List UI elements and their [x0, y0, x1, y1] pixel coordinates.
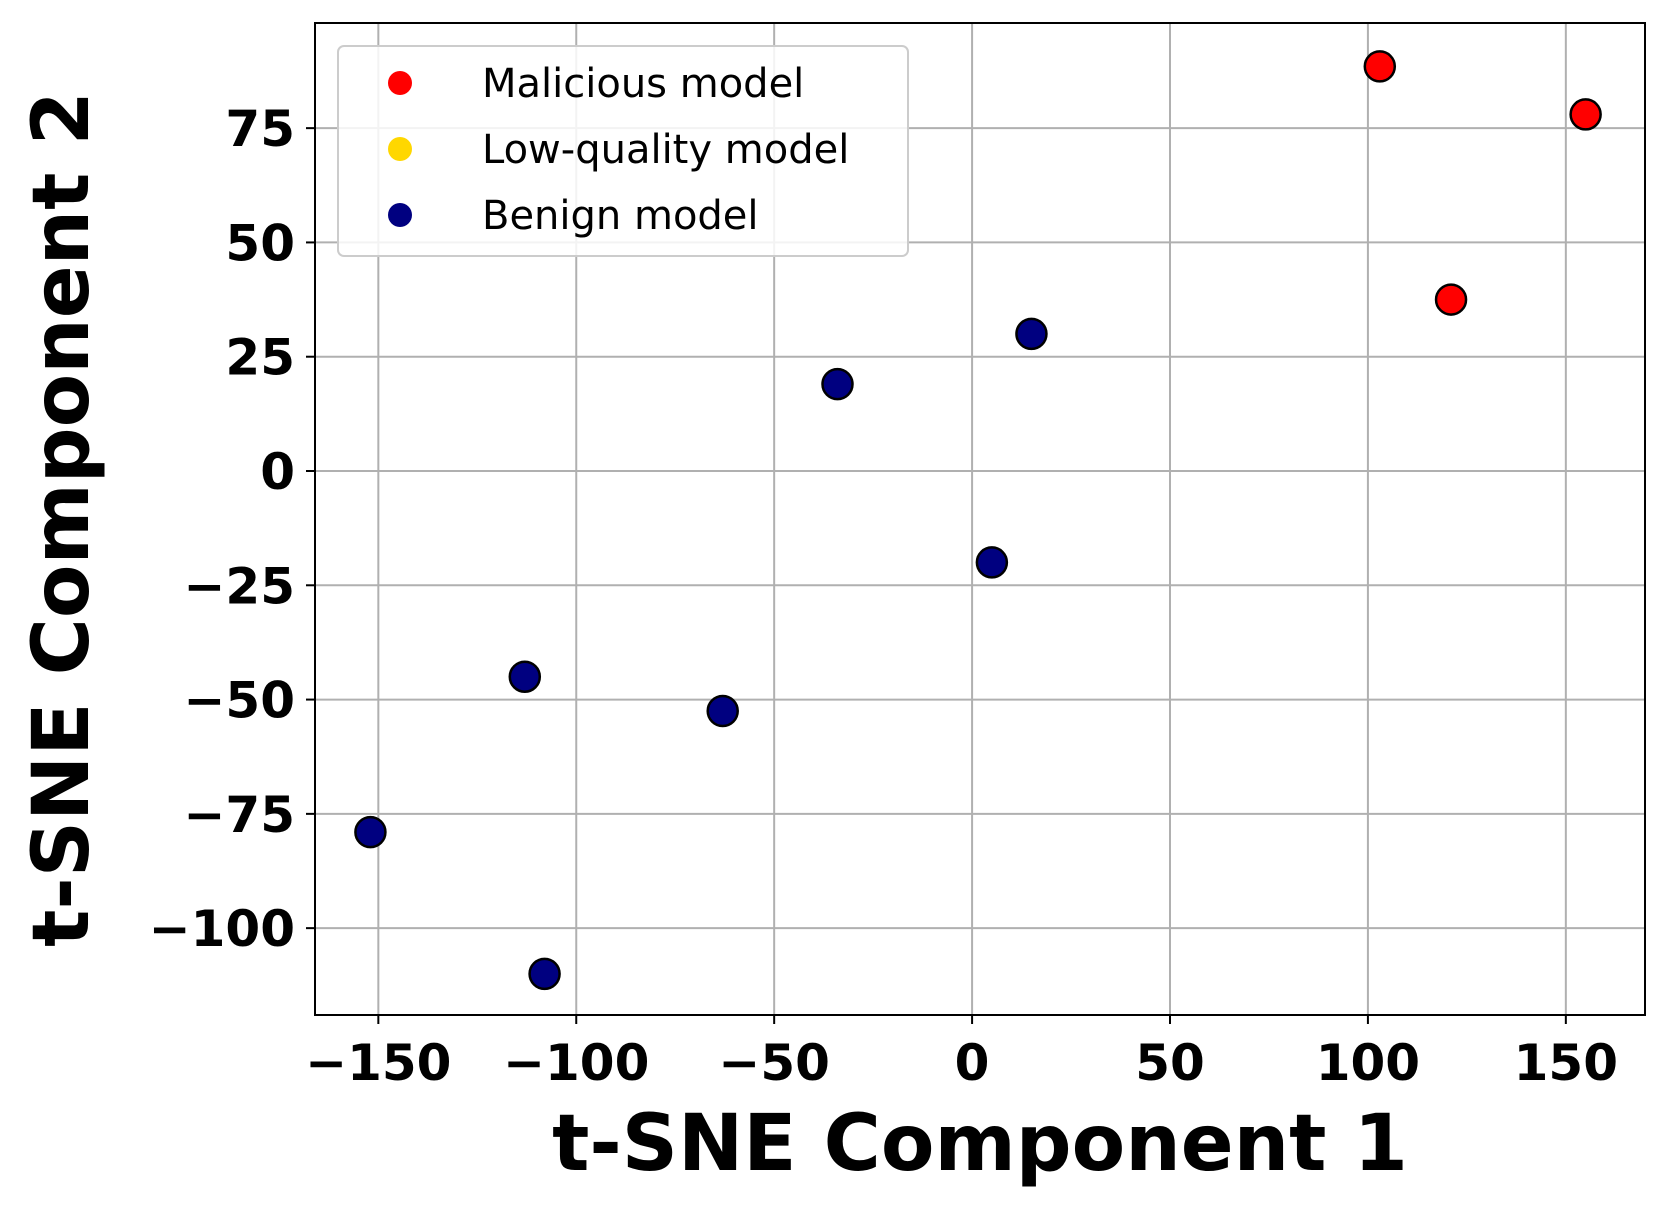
- x-tick-label: 50: [1135, 1034, 1205, 1092]
- y-tick-label: 75: [225, 100, 295, 158]
- legend-marker-low-quality-model: [388, 137, 412, 161]
- benign-model-point: [354, 815, 387, 849]
- y-tick-label: −50: [184, 672, 295, 730]
- x-tick-label: 0: [955, 1034, 990, 1092]
- benign-model-point: [1015, 317, 1048, 351]
- benign-model-point: [821, 367, 854, 401]
- y-tick-label: −75: [184, 786, 295, 844]
- x-tick-label: 100: [1316, 1034, 1420, 1092]
- legend-box: [337, 45, 909, 257]
- grid-lines: [315, 23, 1645, 1015]
- plot-frame: [314, 22, 1646, 1016]
- benign-model-point: [528, 957, 561, 991]
- legend-marker-malicious-model: [388, 71, 412, 95]
- y-tick-label: 50: [225, 214, 295, 272]
- y-tick-label: −25: [184, 557, 295, 615]
- malicious-model-point: [1363, 50, 1397, 83]
- y-axis-title: t-SNE Component 2: [17, 91, 107, 947]
- legend-marker-benign-model: [388, 203, 412, 227]
- legend-label-low-quality-model: Low-quality model: [482, 127, 849, 173]
- x-tick-label: −100: [503, 1034, 649, 1092]
- malicious-model-point: [1434, 283, 1468, 316]
- data-points: [354, 50, 1602, 991]
- legend-label-malicious-model: Malicious model: [482, 61, 804, 107]
- tick-labels: −150 −100 −50 0 50 100 150 −100 −75 −50 −25 0 25 50 75: [149, 100, 1618, 1092]
- benign-model-point: [975, 546, 1009, 579]
- x-tick-label: −150: [305, 1034, 451, 1092]
- benign-model-point: [706, 694, 739, 728]
- axis-ticks: [306, 127, 1567, 1024]
- malicious-model-point: [1569, 98, 1602, 131]
- x-axis-title: t-SNE Component 1: [552, 1099, 1408, 1189]
- y-tick-label: 0: [260, 443, 295, 501]
- legend: Malicious model Low-quality model Benign m…: [337, 45, 909, 257]
- benign-model-point: [508, 660, 542, 693]
- x-tick-label: 150: [1514, 1034, 1618, 1092]
- x-tick-label: −50: [718, 1034, 829, 1092]
- legend-label-benign-model: Benign model: [482, 193, 759, 239]
- y-tick-label: −100: [149, 900, 295, 958]
- y-tick-label: 25: [225, 329, 295, 387]
